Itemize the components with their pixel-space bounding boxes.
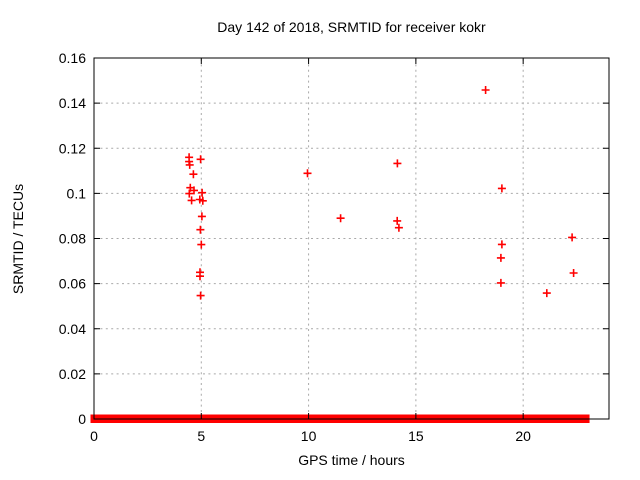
y-tick-label: 0.1	[67, 185, 87, 201]
scatter-points	[185, 86, 578, 300]
x-tick-label: 15	[408, 428, 424, 444]
y-tick-label: 0.06	[59, 276, 86, 292]
y-tick-label: 0	[78, 411, 86, 427]
y-tick-label: 0.08	[59, 231, 86, 247]
x-tick-label: 0	[90, 428, 98, 444]
y-tick-label: 0.02	[59, 366, 86, 382]
chart-title: Day 142 of 2018, SRMTID for receiver kok…	[217, 19, 486, 35]
y-tick-label: 0.16	[59, 50, 86, 66]
x-tick-label: 20	[515, 428, 531, 444]
x-axis-label: GPS time / hours	[298, 452, 405, 468]
y-tick-label: 0.14	[59, 95, 86, 111]
x-tick-label: 10	[301, 428, 317, 444]
y-tick-label: 0.04	[59, 321, 86, 337]
x-tick-label: 5	[197, 428, 205, 444]
y-tick-label: 0.12	[59, 140, 86, 156]
